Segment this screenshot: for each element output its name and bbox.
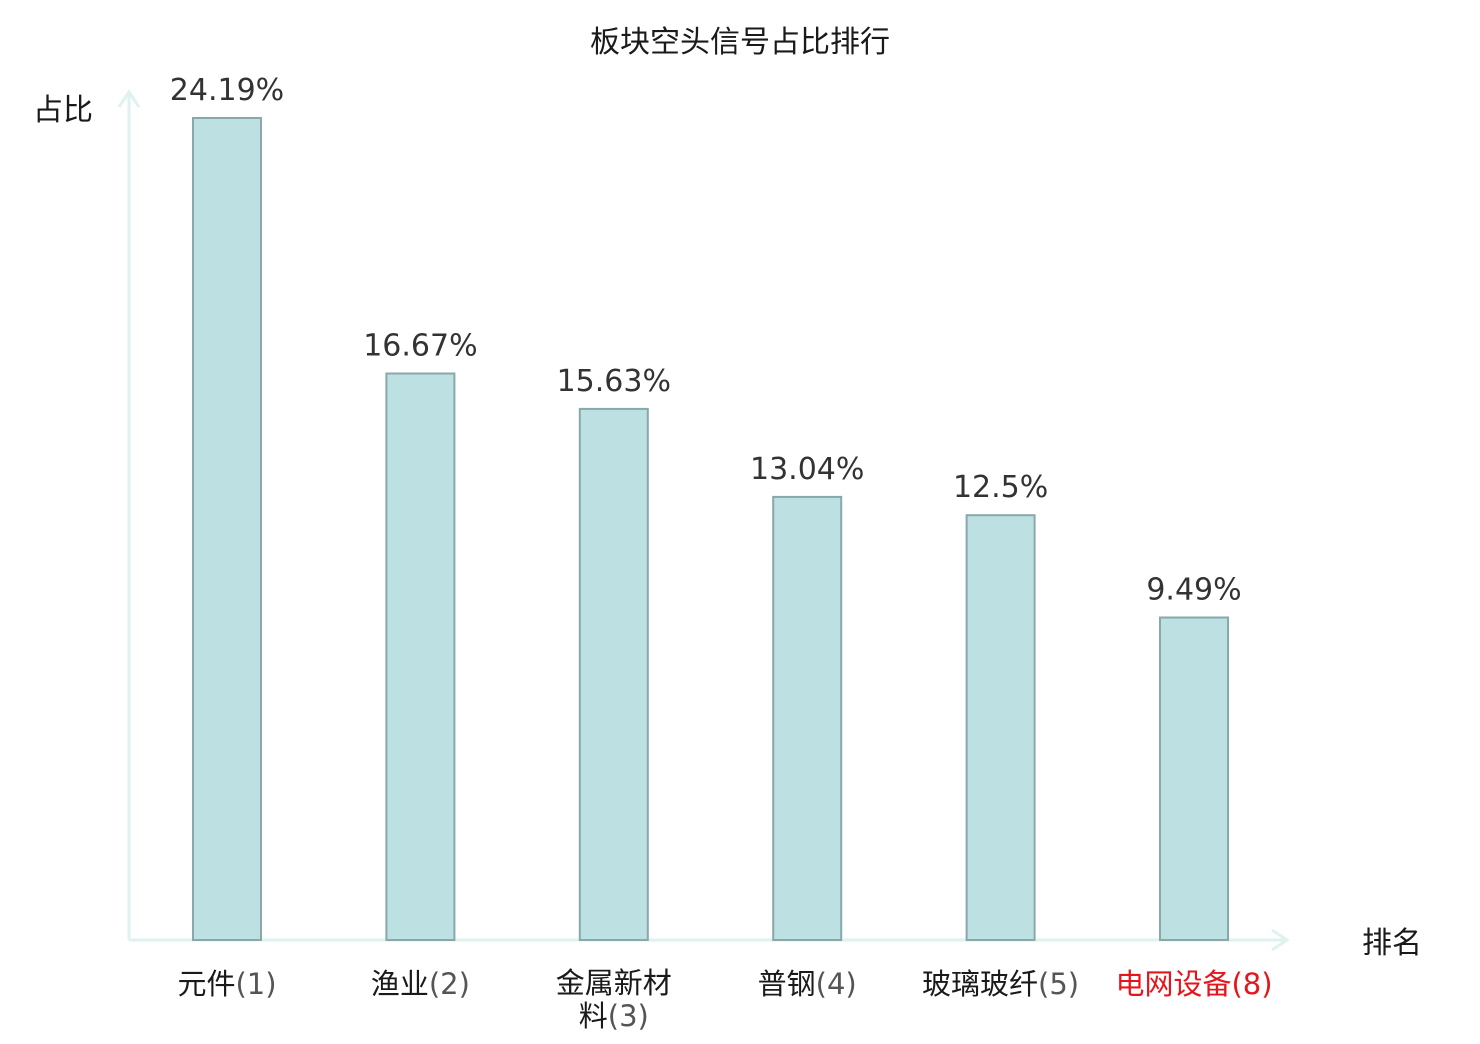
y-axis-arrow xyxy=(117,89,141,108)
chart-title: 板块空头信号占比排行 xyxy=(590,25,890,60)
x-axis-label: 排名 xyxy=(1362,926,1422,961)
category-label-group: 元件(1) 渔业(2) 金属新材料(3) 普钢(4) 玻璃玻纤(5) 电网设备(8) xyxy=(177,966,1272,1033)
x-tick-label: 渔业(2) xyxy=(371,967,470,1001)
x-tick-label: 普钢(4) xyxy=(758,967,857,1001)
data-label: 15.63% xyxy=(557,364,671,399)
data-label: 13.04% xyxy=(750,452,864,487)
data-label: 16.67% xyxy=(363,329,477,364)
bar-group xyxy=(192,117,1229,941)
data-label: 24.19% xyxy=(170,73,284,108)
bar xyxy=(578,407,649,941)
bar xyxy=(1159,616,1229,941)
axes xyxy=(117,89,1290,952)
x-axis-arrow xyxy=(1271,928,1290,952)
bar xyxy=(385,372,456,941)
data-label: 9.49% xyxy=(1146,573,1241,608)
value-label-group: 24.19% 16.67% 15.63% 13.04% 12.5% 9.49% xyxy=(170,73,1242,608)
x-tick-label: 玻璃玻纤(5) xyxy=(922,967,1079,1001)
x-tick-label: 金属新材料(3) xyxy=(556,966,672,1033)
bar xyxy=(192,117,262,941)
bar xyxy=(772,495,843,941)
y-axis-label: 占比 xyxy=(33,93,93,128)
x-tick-label: 元件(1) xyxy=(177,967,276,1001)
bar xyxy=(965,514,1036,941)
data-label: 12.5% xyxy=(953,470,1048,505)
x-tick-label: 电网设备(8) xyxy=(1115,967,1272,1001)
